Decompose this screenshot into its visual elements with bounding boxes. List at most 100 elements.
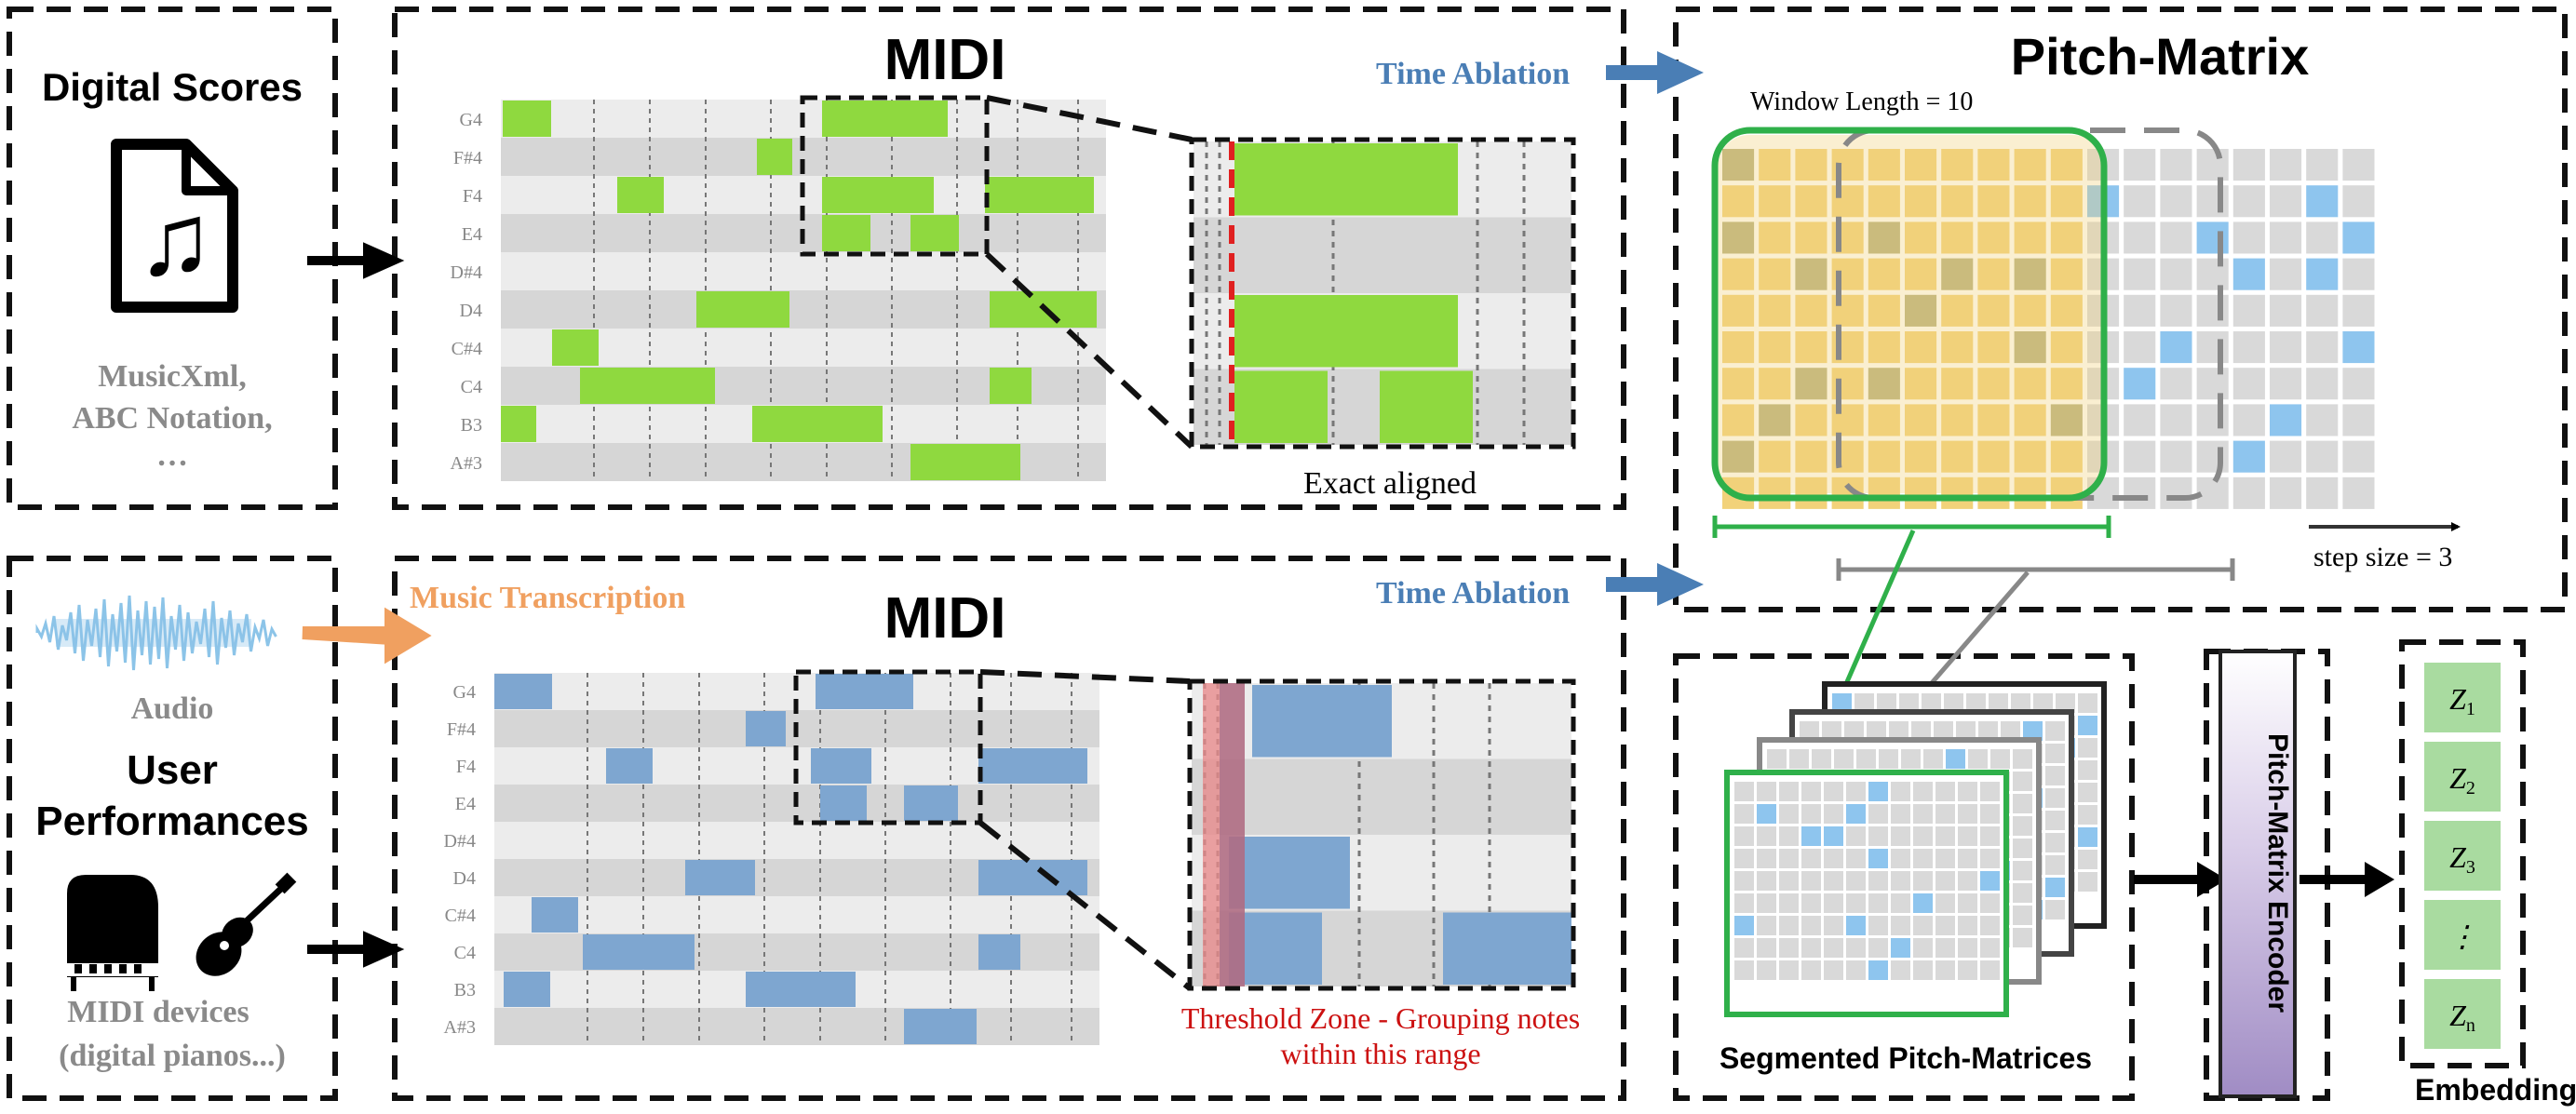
pitch-matrix-cell (2270, 404, 2302, 436)
segment-cell (1879, 749, 1898, 769)
piano-icon (67, 875, 158, 991)
pitch-matrix-cell (2196, 294, 2229, 327)
digital-scores-title: Digital Scores (42, 65, 303, 109)
user-performances: Audio User Performances MIDI devices (di… (35, 595, 309, 1073)
embedding-subscript: n (2466, 1015, 2475, 1036)
stack-to-encoder-arrow (2134, 862, 2227, 897)
midi-top-selection-box (800, 95, 990, 257)
pitch-matrix-cell (2124, 149, 2156, 181)
pitch-matrix-cell (2050, 368, 2083, 400)
segment-cell (1757, 849, 1776, 868)
pitch-matrix-cell (2160, 476, 2192, 509)
segment-cell (1913, 960, 1933, 980)
segment-cell (1779, 782, 1799, 801)
pitch-matrix-cell (1977, 331, 2010, 364)
midi-note (617, 177, 664, 213)
pitch-label: A#3 (444, 1017, 476, 1038)
pitch-matrix-cell (1941, 294, 1974, 327)
pitch-matrix-cell (1868, 258, 1900, 290)
pitch-matrix-cell (2306, 404, 2339, 436)
pitch-matrix-cell (2306, 368, 2339, 400)
zoom-note (1234, 295, 1458, 368)
zoom-note (1252, 685, 1392, 758)
user-performances-panel (7, 556, 338, 1101)
segment-cell (1789, 749, 1809, 769)
segment-cell (1734, 826, 1754, 846)
pitch-matrix-cell (1795, 440, 1827, 473)
pitch-matrix-cell (1941, 404, 1974, 436)
pitch-matrix-cell (2160, 331, 2192, 364)
segment-cell (1800, 721, 1819, 741)
midi-note (532, 897, 578, 933)
segment-cell (1867, 721, 1886, 741)
scores-to-midi-arrow (307, 242, 405, 279)
pitch-matrix-cell (1722, 258, 1755, 290)
pitch-matrix-cell (2342, 149, 2375, 181)
segment-cell (1734, 960, 1754, 980)
pitch-matrix-cell (1977, 185, 2010, 218)
segment-cell (1734, 893, 1754, 913)
threshold-zone (1203, 683, 1245, 986)
segment-cell (1980, 826, 2000, 846)
midi-note (494, 674, 552, 709)
pitch-matrix-cell (2342, 185, 2375, 218)
pitch-matrix-cell (2306, 440, 2339, 473)
embeddings-label: Embeddings (2415, 1073, 2576, 1107)
segment-cell (2013, 749, 2032, 769)
segment-cell (1844, 721, 1864, 741)
zoom-row (1194, 217, 1571, 293)
pitch-matrix-cell (1759, 368, 1791, 400)
pitch-matrix-cell (1868, 221, 1900, 254)
segment-cell (1854, 693, 1874, 713)
segment-cell (1824, 826, 1843, 846)
embedding-subscript: 2 (2466, 778, 2475, 799)
pitch-matrix-cell (1722, 294, 1755, 327)
segment-cell (1824, 871, 1843, 891)
midi-note (696, 291, 789, 328)
pitch-matrix-cell (1941, 149, 1974, 181)
pitch-matrix-cell (1795, 404, 1827, 436)
segment-cell (1801, 893, 1821, 913)
segment-cell (1935, 893, 1955, 913)
roll-row (494, 822, 1099, 859)
embeddings-panel (2399, 639, 2526, 1068)
pitch-matrix-title: Pitch-Matrix (2011, 27, 2310, 86)
segment-cell (1846, 826, 1866, 846)
segment-cell (1935, 960, 1955, 980)
segment-cell (1911, 721, 1931, 741)
segment-cell (1958, 916, 1977, 935)
segment-cell (1824, 804, 1843, 824)
segment-cell (2013, 928, 2032, 947)
pitch-matrix-cell (2196, 440, 2229, 473)
midi-bottom-zoom-frame (1187, 678, 1576, 991)
segment-cell (1913, 871, 1933, 891)
pitch-matrix-cell (2306, 294, 2339, 327)
segment-cell (1812, 749, 1831, 769)
pitch-matrix-cell (2124, 221, 2156, 254)
pitch-matrix-cell (1795, 258, 1827, 290)
zoom-note (1443, 912, 1571, 985)
segment-cell (1891, 960, 1910, 980)
zoom-line-bottom-b (978, 820, 1192, 991)
segment-cell (1891, 826, 1910, 846)
segment-cell (1824, 849, 1843, 868)
segment-cell (1923, 749, 1943, 769)
pitch-matrix-cell (2050, 404, 2083, 436)
zoom-note (1229, 837, 1350, 909)
segment-cell (1958, 871, 1977, 891)
segment-cell (1868, 960, 1888, 980)
pitch-label: B3 (454, 980, 476, 1000)
segment-cell (1891, 938, 1910, 958)
midi-top-pitch-labels: G4 F#4 F4 E4 D#4 D4 C#4 C4 B3 A#3 (451, 110, 482, 474)
midi-bottom-piano-roll (494, 673, 1099, 1045)
midi-top-zoom-frame (1189, 137, 1576, 450)
pitch-matrix-cell (2342, 331, 2375, 364)
segment-cell (2013, 839, 2032, 858)
segment-cell (1779, 893, 1799, 913)
midi-note (746, 972, 856, 1007)
roll-row (494, 1008, 1099, 1045)
segment-cell (1779, 871, 1799, 891)
pitch-matrix-cell (1905, 185, 1937, 218)
segment-cell (1868, 849, 1888, 868)
pitch-matrix-cell (2050, 440, 2083, 473)
